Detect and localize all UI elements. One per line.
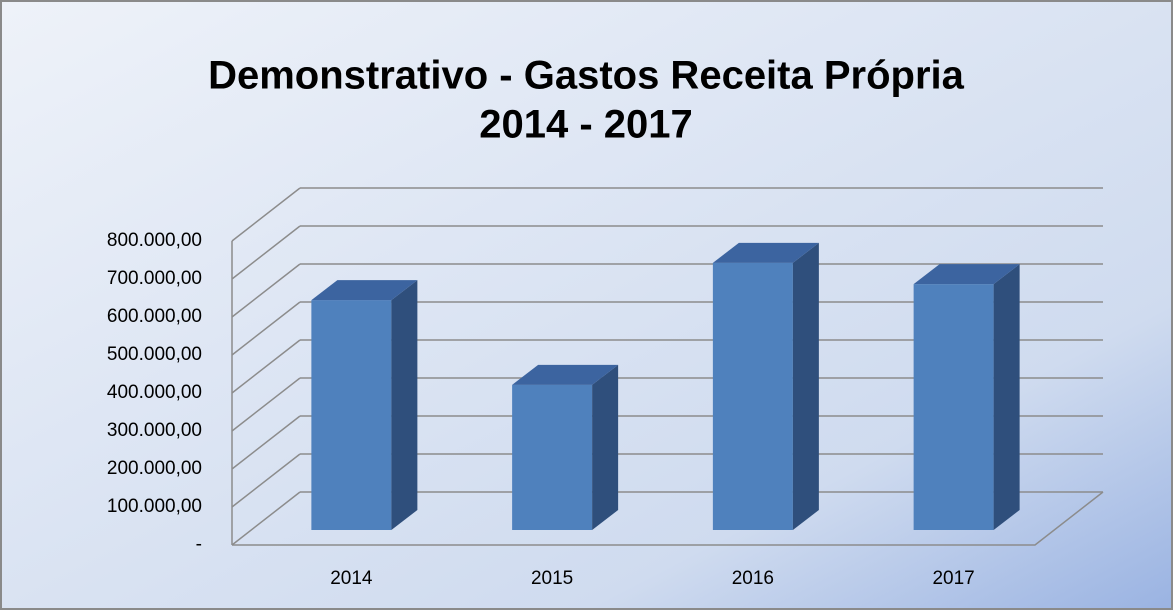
bar-top (512, 364, 619, 385)
y-tick-label: 500.000,00 (107, 344, 202, 365)
chart-title: Demonstrativo - Gastos Receita Própria (208, 54, 965, 98)
bar (712, 262, 793, 530)
y-tick-label: 600.000,00 (107, 306, 202, 327)
x-tick-label: 2017 (932, 568, 974, 589)
bar-top (311, 280, 418, 301)
y-tick-label: 200.000,00 (107, 458, 202, 479)
grid-line (231, 377, 301, 432)
bar-side (391, 280, 418, 530)
x-tick-label: 2016 (732, 568, 774, 589)
grid-line (231, 187, 301, 242)
y-tick-label: 400.000,00 (107, 382, 202, 403)
grid-line (231, 453, 301, 508)
grid-line (231, 339, 301, 394)
grid-line (231, 225, 301, 280)
x-tick-label: 2014 (330, 568, 373, 589)
y-tick-label: 100.000,00 (107, 496, 202, 517)
bar (512, 384, 593, 530)
y-tick-label: 800.000,00 (107, 230, 202, 251)
chart-title: 2014 - 2017 (479, 103, 693, 147)
bar-side (592, 364, 619, 530)
y-tick-label: 300.000,00 (107, 420, 202, 441)
floor-edge (232, 491, 1104, 546)
bar (311, 300, 392, 530)
bar-side (993, 264, 1020, 530)
x-tick-label: 2015 (531, 568, 573, 589)
y-tick-label: - (196, 534, 202, 555)
bar-top (712, 242, 819, 263)
grid-line (231, 491, 301, 546)
y-tick-label: 700.000,00 (107, 268, 202, 289)
grid-line (231, 415, 301, 470)
bar-top (913, 264, 1020, 285)
bar-side (792, 242, 819, 531)
grid-line (231, 263, 301, 318)
bar (913, 284, 994, 530)
grid-line (231, 301, 301, 356)
